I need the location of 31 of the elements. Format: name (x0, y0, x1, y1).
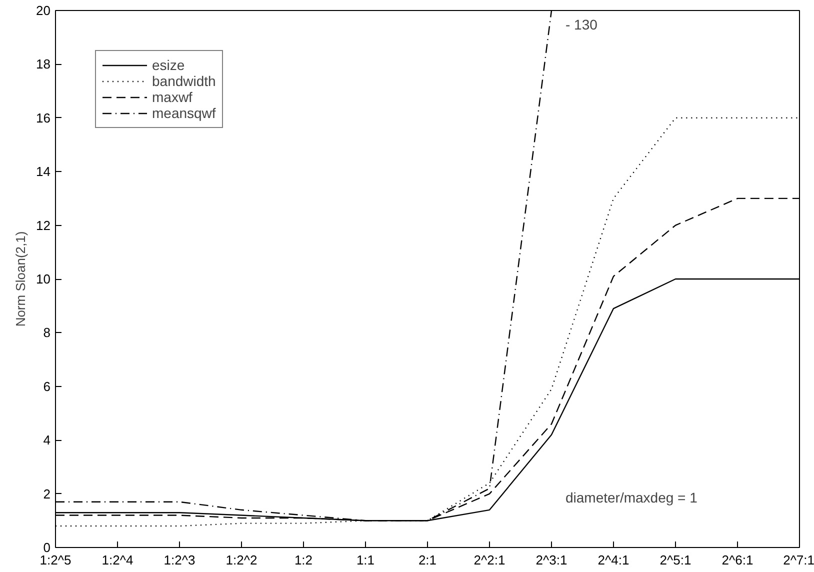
x-tick-label: 1:2 (294, 552, 313, 568)
y-tick-label: 14 (36, 164, 51, 180)
y-tick-label: 16 (36, 110, 51, 126)
y-tick-label: 0 (43, 540, 51, 555)
x-tick-label: 2^6:1 (722, 552, 754, 568)
legend-label: meansqwf (152, 105, 216, 121)
y-tick-label: 18 (36, 56, 51, 72)
x-tick-label: 1:2^2 (226, 552, 258, 568)
x-tick-label: 2^2:1 (474, 552, 506, 568)
x-tick-label: 2:1 (418, 552, 437, 568)
y-tick-label: 12 (36, 218, 51, 233)
x-tick-label: 2^7:1 (783, 552, 814, 568)
x-tick-label: 1:2^4 (102, 552, 134, 568)
annotation: - 130 (566, 16, 598, 32)
x-tick-label: 1:2^5 (40, 552, 72, 568)
legend-label: esize (152, 57, 185, 73)
y-tick-label: 6 (43, 378, 51, 394)
y-tick-label: 4 (43, 432, 51, 448)
x-tick-label: 1:2^3 (164, 552, 196, 568)
y-axis-title: Norm Sloan(2,1) (13, 231, 28, 327)
y-tick-label: 10 (36, 272, 51, 286)
x-tick-label: 1:1 (356, 552, 375, 568)
x-tick-label: 2^4:1 (598, 552, 630, 568)
y-tick-label: 2 (43, 486, 51, 502)
y-tick-label: 8 (43, 325, 51, 340)
annotation: diameter/maxdeg = 1 (566, 490, 698, 506)
legend-label: maxwf (152, 89, 192, 105)
y-tick-label: 20 (36, 3, 51, 18)
legend-label: bandwidth (152, 73, 216, 89)
x-tick-label: 2^3:1 (536, 552, 568, 568)
x-tick-label: 2^5:1 (660, 552, 692, 568)
